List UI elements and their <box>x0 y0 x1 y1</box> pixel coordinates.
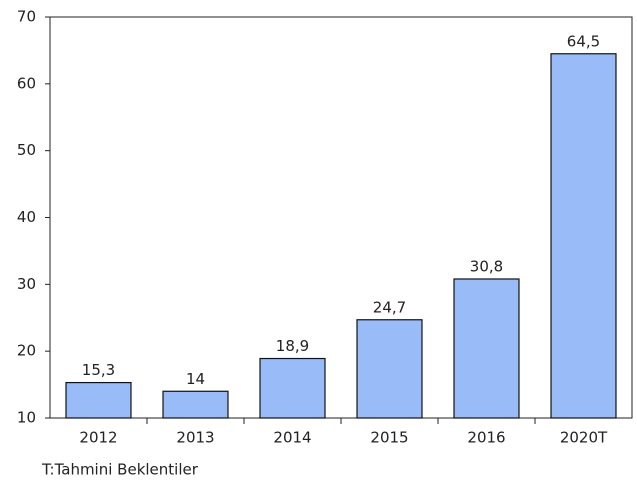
x-tick-label: 2020T <box>560 429 608 447</box>
bar <box>162 390 229 419</box>
x-tick-label: 2015 <box>370 429 408 447</box>
value-label: 64,5 <box>567 32 600 50</box>
x-tick-label: 2014 <box>273 429 311 447</box>
x-tick-label: 2012 <box>79 429 117 447</box>
y-tick-label: 70 <box>17 8 36 26</box>
bar <box>259 357 326 419</box>
plot-frame <box>49 16 633 419</box>
value-label: 14 <box>186 370 205 388</box>
value-label: 15,3 <box>82 361 115 379</box>
value-label: 24,7 <box>373 298 406 316</box>
value-label: 30,8 <box>470 257 503 275</box>
bar <box>356 319 423 419</box>
y-tick-label: 40 <box>17 208 36 226</box>
bar <box>65 381 132 419</box>
y-tick-label: 20 <box>17 342 36 360</box>
bar <box>453 278 520 419</box>
footnote: T:Tahmini Beklentiler <box>41 461 199 479</box>
y-tick-label: 10 <box>17 409 36 427</box>
bar <box>550 53 617 419</box>
x-tick-label: 2013 <box>176 429 214 447</box>
y-tick-label: 50 <box>17 141 36 159</box>
value-label: 18,9 <box>276 337 309 355</box>
y-tick-label: 60 <box>17 74 36 92</box>
y-tick-label: 30 <box>17 275 36 293</box>
x-tick-label: 2016 <box>467 429 505 447</box>
